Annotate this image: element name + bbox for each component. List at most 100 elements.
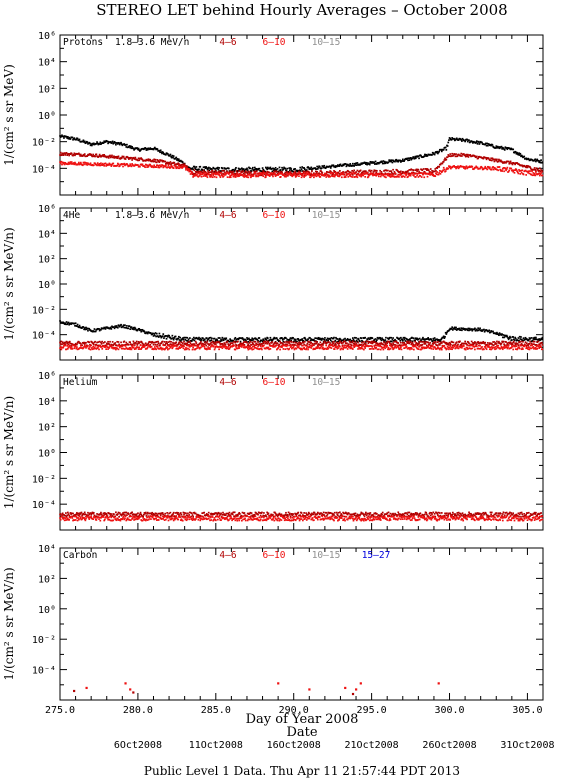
data-point [227,343,230,345]
data-point [89,348,92,351]
data-point [290,173,293,176]
data-point [117,324,120,327]
data-point [277,171,280,174]
data-point [437,344,439,347]
data-point [127,512,130,515]
data-point [170,155,172,158]
data-point [255,344,257,347]
data-point [509,336,512,339]
data-point [345,346,348,349]
data-point [448,165,450,167]
data-point [115,348,117,351]
data-point [345,171,348,173]
data-point [459,346,462,349]
data-point [502,334,505,336]
data-point [181,166,184,169]
data-point [60,154,63,157]
data-point [503,344,506,347]
data-point [84,513,87,516]
data-point [488,329,491,332]
data-point [349,341,352,344]
data-point [298,341,300,344]
data-point [454,139,457,141]
data-point [131,145,133,148]
data-point [351,169,354,172]
data-point [496,146,498,149]
data-point [104,155,107,157]
data-point [146,164,149,167]
data-point [408,159,411,162]
data-point [444,170,447,173]
data-point [301,338,304,340]
y-tick-label: 10⁰ [38,111,56,122]
data-point [104,346,107,348]
data-point [197,175,200,178]
data-point [202,169,205,172]
data-point [81,344,83,347]
data-point [144,332,147,335]
data-point [181,345,184,347]
data-point [331,171,334,174]
data-point [505,346,508,348]
data-point [409,341,412,343]
plot-frame [59,207,544,361]
data-point [279,170,282,173]
data-point [124,514,126,516]
data-point [514,336,516,339]
data-point [161,512,163,515]
data-point [122,512,124,514]
data-point [308,343,311,346]
data-point [420,339,422,341]
data-point [344,344,347,347]
data-point [372,174,374,177]
data-point [491,157,494,160]
data-point [438,348,441,351]
data-point [538,174,541,177]
data-point [453,345,456,348]
data-point [222,175,225,178]
data-point [385,169,388,172]
data-point [82,326,85,328]
data-point [153,341,156,344]
data-point [198,338,201,341]
data-point [238,170,241,172]
data-point [311,344,314,347]
data-point [66,514,69,517]
data-point [388,159,391,162]
data-point [235,338,238,341]
data-point [314,167,317,169]
data-point [158,161,161,163]
data-point [436,171,439,173]
data-point [507,346,509,349]
data-point [281,346,283,348]
data-point [282,343,285,346]
data-point [431,170,433,172]
data-point [194,512,197,515]
data-point [421,338,424,340]
data-point [307,338,309,341]
data-point [527,344,529,347]
data-point [61,343,63,346]
data-point [251,337,254,340]
data-point [264,347,267,350]
data-point [438,169,441,172]
data-point [540,346,542,348]
data-point [83,513,85,516]
data-point [310,347,313,349]
data-point [449,342,452,345]
data-point [99,155,102,157]
data-point [305,170,308,173]
data-point [346,342,348,345]
data-point [529,170,531,172]
energy-label: 1.8–3.6 MeV/n [115,37,189,48]
data-point [484,345,487,348]
data-point [64,343,67,346]
data-point [387,169,389,172]
data-point [109,512,111,515]
data-point [460,343,463,346]
data-point [333,170,335,172]
data-point [192,168,194,171]
data-point [242,172,245,175]
data-point [495,145,498,148]
